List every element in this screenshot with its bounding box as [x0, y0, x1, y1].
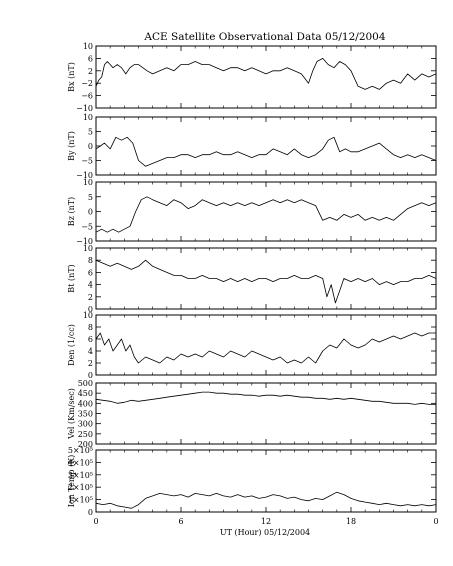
y-tick-label: 500: [78, 379, 93, 388]
x-axis-label: UT (Hour) 05/12/2004: [220, 528, 310, 537]
y-tick-label: −10: [76, 171, 93, 180]
y-tick-label: 10: [83, 42, 93, 51]
y-tick-label: 0: [88, 508, 93, 517]
x-tick-labels: 0 6 12 18 0: [93, 517, 438, 526]
x-tick-label: 0: [433, 517, 438, 526]
y-tick-label: −2: [81, 79, 93, 88]
y-tick-label: 2: [88, 359, 93, 368]
y-tick-label: 350: [78, 410, 93, 419]
panel-2: −10 −5 0 5 10 By (nT): [67, 113, 437, 180]
panel-4: 0 2 4 6 8 10 Bt (nT): [67, 244, 437, 314]
y-tick-label: 10: [83, 244, 93, 253]
y-tick-label: 0: [88, 305, 93, 314]
y-axis-label: Bz (nT): [67, 197, 76, 226]
y-tick-label: −10: [76, 104, 93, 113]
y-tick-label: 300: [78, 420, 93, 429]
y-tick-label: −5: [81, 157, 93, 166]
y-tick-label: 4×10⁵: [68, 458, 93, 467]
x-tick-label: 18: [346, 517, 356, 526]
x-tick-label: 6: [178, 517, 183, 526]
y-tick-label: 0: [88, 142, 93, 151]
y-tick-label: 8: [88, 256, 93, 265]
series-line: [95, 196, 437, 233]
y-tick-label: 2: [88, 67, 93, 76]
y-axis-label: Bt (nT): [67, 264, 76, 292]
panel-frame: [95, 314, 437, 376]
panel-frame: [95, 116, 437, 176]
series-line: [95, 259, 437, 304]
panel-5: 0 2 4 6 8 10 Den (1/cc): [67, 311, 437, 380]
y-tick-label: 2: [88, 293, 93, 302]
y-tick-label: 6: [88, 54, 93, 63]
y-tick-label: 250: [78, 430, 93, 439]
y-tick-label: 6: [88, 335, 93, 344]
y-axis-label: Bx (nT): [67, 62, 76, 92]
y-tick-label: 450: [78, 389, 93, 398]
x-tick-label: 0: [93, 517, 98, 526]
y-tick-label: 6: [88, 268, 93, 277]
y-axis-label: By (nT): [67, 131, 76, 161]
panel-frame: [95, 45, 437, 109]
y-tick-label: −10: [76, 237, 93, 246]
y-tick-label: 400: [78, 399, 93, 408]
series-line: [95, 136, 437, 167]
series-line: [95, 491, 437, 509]
series-line: [95, 58, 437, 90]
y-tick-label: 5: [88, 193, 93, 202]
figure-title: ACE Satellite Observational Data 05/12/2…: [143, 31, 385, 43]
y-axis-label: Den (1/cc): [67, 324, 76, 366]
panel-1: −10 −6 −2 2 6 10 Bx (nT): [67, 42, 437, 113]
y-tick-label: 1×10⁵: [68, 496, 93, 505]
panel-frame: [95, 449, 437, 513]
panel-frame: [95, 181, 437, 242]
y-axis-label: Vel (Km/sec): [67, 388, 76, 440]
y-tick-label: 200: [78, 440, 93, 449]
y-tick-label: 3×10⁵: [68, 471, 93, 480]
y-tick-label: 10: [83, 311, 93, 320]
y-tick-label: 10: [83, 178, 93, 187]
y-tick-label: −6: [81, 92, 93, 101]
panel-frame: [95, 382, 437, 445]
y-tick-label: 10: [83, 113, 93, 122]
y-tick-label: −5: [81, 222, 93, 231]
y-tick-label: 0: [88, 371, 93, 380]
y-tick-label: 8: [88, 323, 93, 332]
x-tick-label: 12: [261, 517, 271, 526]
y-axis-label: Ion Temp (K): [67, 455, 76, 508]
series-line: [95, 332, 436, 364]
series-line: [95, 391, 436, 405]
panel-3: −10 −5 0 5 10 Bz (nT): [67, 178, 437, 246]
y-tick-label: 5×10⁵: [68, 446, 93, 455]
y-tick-label: 4: [88, 347, 93, 356]
y-tick-label: 4: [88, 281, 93, 290]
y-tick-label: 5: [88, 128, 93, 137]
panels: −10 −6 −2 2 6 10 Bx (nT) −10 −5 0 5 10 By (nT) −10 −5 0…: [67, 42, 437, 517]
y-tick-label: 0: [88, 208, 93, 217]
y-tick-label: 2×10⁵: [68, 483, 93, 492]
